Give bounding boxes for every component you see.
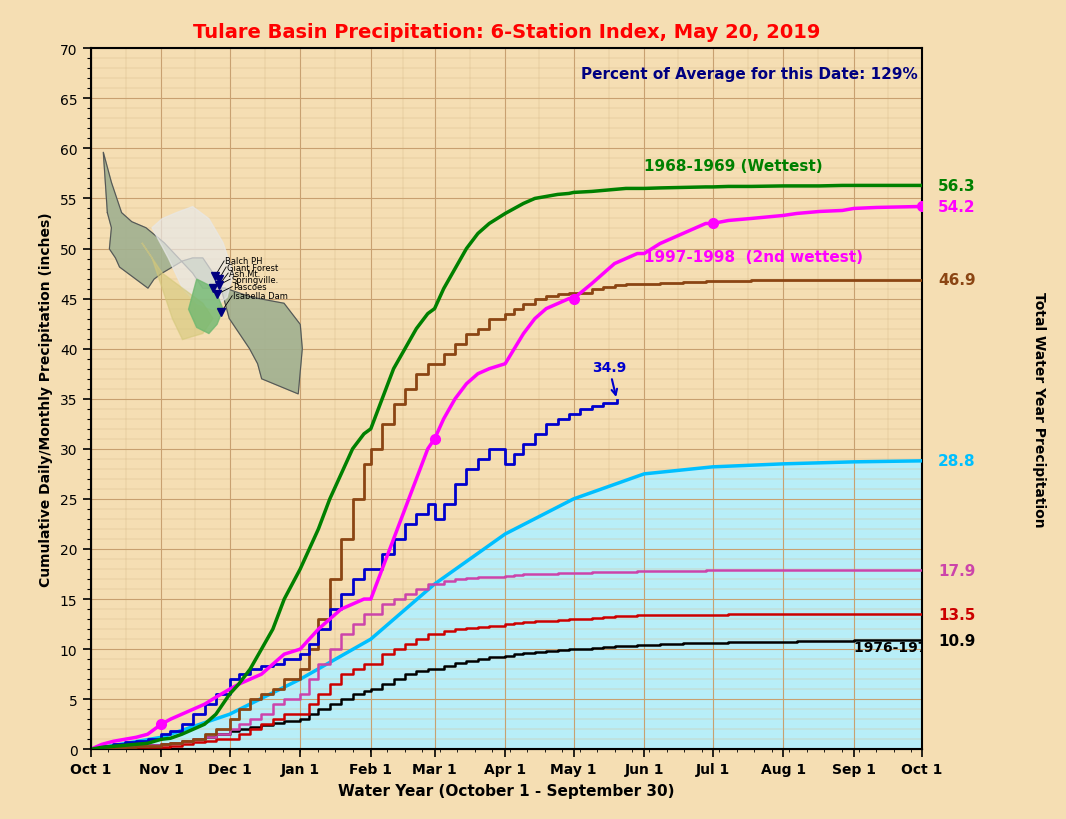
Polygon shape	[189, 280, 223, 334]
X-axis label: Water Year (October 1 - September 30): Water Year (October 1 - September 30)	[338, 784, 675, 799]
Text: 17.9: 17.9	[938, 563, 975, 578]
Text: 34.9: 34.9	[592, 360, 626, 396]
Polygon shape	[152, 207, 233, 310]
Text: Isabella Dam: Isabella Dam	[233, 292, 288, 301]
Text: 10.9: 10.9	[938, 633, 975, 648]
Text: Ash Mt.: Ash Mt.	[229, 269, 260, 278]
Text: 1968-1969 (Wettest): 1968-1969 (Wettest)	[644, 159, 823, 174]
Text: 1997-1998  (2nd wettest): 1997-1998 (2nd wettest)	[644, 249, 863, 265]
Text: 56.3: 56.3	[938, 179, 975, 193]
Text: Springville.: Springville.	[231, 275, 278, 284]
Text: 28.8: 28.8	[938, 454, 975, 468]
Text: 1976-1977 Daily Precip (Driest): 1976-1977 Daily Precip (Driest)	[854, 640, 1066, 654]
Y-axis label: Cumulative Daily/Monthly Precipitation (inches): Cumulative Daily/Monthly Precipitation (…	[38, 212, 53, 586]
Text: 13.5: 13.5	[938, 607, 975, 622]
Text: Giant Forest: Giant Forest	[227, 263, 278, 272]
Text: 46.9: 46.9	[938, 273, 975, 287]
Polygon shape	[103, 153, 303, 395]
Text: Percent of Average for this Date: 129%: Percent of Average for this Date: 129%	[581, 66, 918, 82]
Text: 54.2: 54.2	[938, 200, 975, 215]
Text: Total Water Year Precipitation: Total Water Year Precipitation	[1032, 292, 1047, 527]
Text: Balch PH: Balch PH	[225, 257, 262, 266]
Text: Pascoes: Pascoes	[233, 283, 266, 292]
Polygon shape	[142, 243, 213, 340]
Title: Tulare Basin Precipitation: 6-Station Index, May 20, 2019: Tulare Basin Precipitation: 6-Station In…	[193, 23, 820, 42]
